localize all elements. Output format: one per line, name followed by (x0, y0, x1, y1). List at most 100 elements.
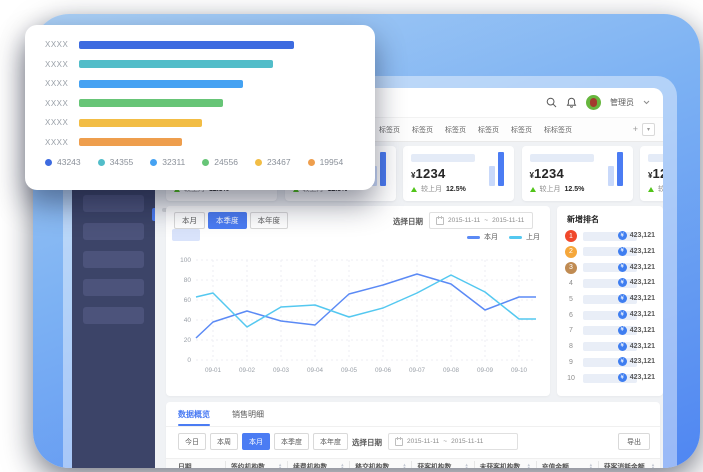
svg-text:09-01: 09-01 (205, 367, 222, 374)
rank-badge: 2 (565, 245, 577, 258)
chevron-down-icon[interactable] (643, 100, 650, 105)
bar[interactable] (79, 40, 295, 49)
trend-filter-2[interactable]: 本年度 (249, 212, 288, 229)
rank-value: ¥423,121 (617, 373, 655, 383)
currency-symbol: ¥ (411, 171, 416, 180)
table-column-header[interactable]: 日期 (166, 461, 226, 468)
tab-item[interactable]: 标签页 (511, 126, 532, 134)
legend-label: 上月 (526, 234, 540, 241)
sidebar-active-indicator (152, 208, 155, 221)
trend-filter-1[interactable]: 本季度 (208, 212, 247, 229)
table-chip-1[interactable]: 本周 (210, 433, 238, 450)
bar-legend-item: 34355 (97, 157, 133, 167)
table-column-header[interactable]: 获客消耗金额 ▲ ▼ (599, 461, 660, 468)
rank-row[interactable]: 8 ¥423,121 (557, 341, 663, 354)
rank-row[interactable]: 6 ¥423,121 (557, 309, 663, 322)
trend-filter-0[interactable]: 本月 (174, 212, 205, 229)
column-label: 充值金额 (541, 463, 569, 469)
add-tab-icon[interactable]: + (632, 124, 638, 134)
table-chip-4[interactable]: 本年度 (313, 433, 348, 450)
rank-value: ¥423,121 (617, 294, 655, 304)
sidebar-item-skeleton[interactable] (83, 223, 144, 240)
trend-up-icon (411, 186, 417, 192)
bar[interactable] (79, 79, 243, 88)
sort-icon[interactable]: ▲ ▼ (464, 461, 469, 468)
table-tab-1[interactable]: 销售明细 (232, 410, 264, 419)
rank-value-text: 423,121 (629, 311, 655, 318)
rank-row[interactable]: 1 ¥423,121 (557, 230, 663, 243)
stat-card-value: ¥1234 (411, 165, 446, 183)
date-start: 2015-11-11 (448, 217, 481, 224)
sidebar-item-skeleton[interactable] (83, 307, 144, 324)
sort-icon[interactable]: ▲ ▼ (340, 462, 344, 468)
tab-item[interactable]: 标签页 (478, 126, 499, 134)
table-column-header[interactable]: 续费机构数 ▲ ▼ (288, 461, 351, 468)
tab-item[interactable]: 标签页 (412, 126, 433, 134)
rank-row[interactable]: 3 ¥423,121 (557, 261, 663, 275)
bar[interactable] (79, 99, 224, 107)
date-separator: ~ (484, 217, 489, 224)
rank-value: ¥423,121 (617, 357, 655, 367)
amount: 1234 (415, 166, 446, 181)
bar-legend-value: 19954 (319, 157, 344, 167)
sort-down-icon: ▼ (402, 464, 407, 468)
sort-icon[interactable]: ▲ ▼ (651, 462, 655, 468)
legend-dash-icon (467, 235, 480, 239)
rank-row[interactable]: 7 ¥423,121 (557, 325, 663, 338)
search-icon[interactable] (546, 97, 557, 108)
table-column-header[interactable]: 签约机构数 ▲ ▼ (226, 461, 289, 468)
sort-icon[interactable]: ▲ ▼ (278, 462, 282, 468)
sort-up-icon: ▲ (464, 461, 469, 467)
sort-icon[interactable]: ▲ ▼ (527, 462, 531, 468)
rank-row[interactable]: 2 ¥423,121 (557, 245, 663, 259)
legend-dot-icon (150, 158, 158, 166)
user-name[interactable]: 管理员 (610, 98, 634, 107)
sidebar-item-skeleton[interactable] (83, 251, 144, 268)
table-chip-3[interactable]: 本季度 (274, 433, 309, 450)
tab-item[interactable]: 标标签页 (544, 126, 572, 134)
bar[interactable] (79, 138, 183, 146)
trend-filter-group: 本月 本季度 本年度 (174, 212, 288, 229)
rank-row[interactable]: 5 ¥423,121 (557, 293, 663, 306)
sort-icon[interactable]: ▲ ▼ (402, 462, 407, 468)
bar[interactable] (79, 118, 202, 127)
rank-panel-title: 新增排名 (567, 215, 599, 224)
trend-date-range-input[interactable]: 2015-11-11 ~ 2015-11-11 (429, 212, 533, 229)
tab-item[interactable]: 标签页 (379, 126, 400, 134)
table-chip-2[interactable]: 本月 (242, 433, 270, 450)
table-chip-0[interactable]: 今日 (178, 433, 206, 450)
legend-item: 上月 (509, 232, 540, 242)
rank-row[interactable]: 4 ¥423,121 (557, 277, 663, 290)
legend-item: 本月 (467, 232, 498, 242)
rank-row[interactable]: 9 ¥423,121 (557, 356, 663, 369)
table-column-header[interactable]: 移交机构数 ▲ ▼ (350, 461, 413, 468)
rank-name-skeleton (583, 231, 637, 241)
svg-text:100: 100 (180, 257, 191, 264)
table-column-header[interactable]: 未获客机构数 ▲ ▼ (475, 461, 537, 468)
tab-overflow-icon[interactable]: ▾ (642, 123, 655, 136)
legend-dot-icon (202, 158, 210, 166)
table-date-range-input[interactable]: 2015-11-11 ~ 2015-11-11 (388, 433, 518, 450)
table-column-header[interactable]: 获客机构数 ▲ ▼ (412, 461, 475, 468)
sidebar-item-skeleton[interactable] (83, 195, 144, 212)
bar-chart-row: XXXX (45, 99, 355, 108)
sidebar-item-skeleton[interactable] (83, 279, 144, 296)
rank-value: ¥423,121 (617, 246, 655, 256)
mini-bar-light (489, 166, 495, 186)
export-button[interactable]: 导出 (618, 433, 650, 450)
table-column-header[interactable]: 充值金额 ▲ ▼ (537, 461, 599, 468)
rank-row[interactable]: 10 ¥423,121 (557, 372, 663, 385)
sort-icon[interactable]: ▲ ▼ (589, 462, 593, 468)
avatar[interactable] (586, 95, 601, 110)
bar-chart-row: XXXX (45, 79, 355, 88)
mini-bar-dark (379, 152, 386, 186)
rank-badge: 3 (565, 261, 577, 274)
bell-icon[interactable] (566, 97, 577, 108)
table-tab-0[interactable]: 数据概览 (178, 409, 210, 426)
bar[interactable] (79, 60, 273, 68)
tab-item[interactable]: 标签页 (445, 126, 466, 134)
